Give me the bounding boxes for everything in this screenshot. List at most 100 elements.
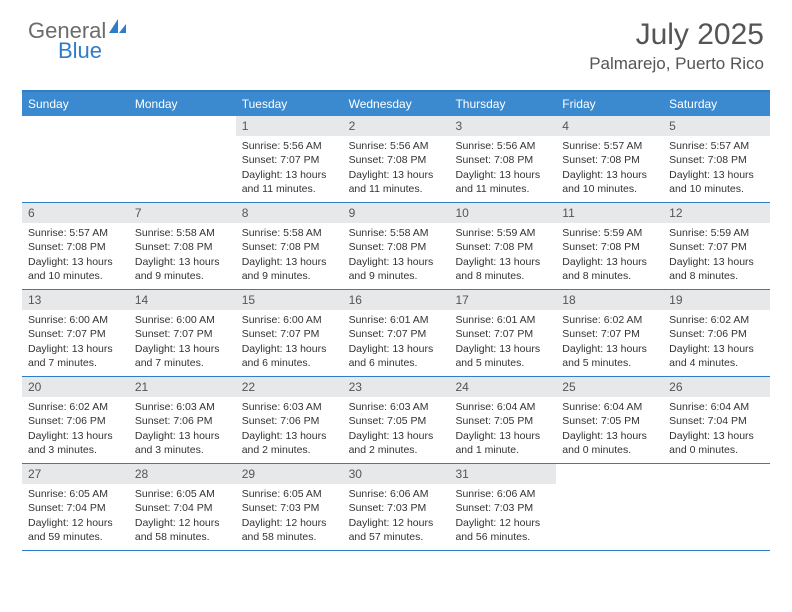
day-details: Sunrise: 5:58 AMSunset: 7:08 PMDaylight:… (236, 223, 343, 287)
sunset-line: Sunset: 7:07 PM (669, 240, 764, 254)
day-details: Sunrise: 6:02 AMSunset: 7:06 PMDaylight:… (22, 397, 129, 461)
sunset-line: Sunset: 7:03 PM (242, 501, 337, 515)
daylight-line: Daylight: 13 hours and 11 minutes. (455, 168, 550, 196)
day-details: Sunrise: 5:58 AMSunset: 7:08 PMDaylight:… (129, 223, 236, 287)
day-details: Sunrise: 5:56 AMSunset: 7:08 PMDaylight:… (343, 136, 450, 200)
day-number: 27 (22, 464, 129, 484)
day-cell: 21Sunrise: 6:03 AMSunset: 7:06 PMDayligh… (129, 377, 236, 463)
day-details: Sunrise: 6:03 AMSunset: 7:05 PMDaylight:… (343, 397, 450, 461)
sunset-line: Sunset: 7:08 PM (562, 153, 657, 167)
day-header: Monday (129, 92, 236, 116)
day-details: Sunrise: 6:04 AMSunset: 7:04 PMDaylight:… (663, 397, 770, 461)
sunrise-line: Sunrise: 5:57 AM (669, 139, 764, 153)
daylight-line: Daylight: 13 hours and 6 minutes. (242, 342, 337, 370)
daylight-line: Daylight: 13 hours and 6 minutes. (349, 342, 444, 370)
sunrise-line: Sunrise: 6:04 AM (669, 400, 764, 414)
day-details: Sunrise: 5:57 AMSunset: 7:08 PMDaylight:… (556, 136, 663, 200)
day-number: 7 (129, 203, 236, 223)
sunset-line: Sunset: 7:08 PM (455, 153, 550, 167)
sunset-line: Sunset: 7:08 PM (349, 153, 444, 167)
day-number: 12 (663, 203, 770, 223)
day-cell: 15Sunrise: 6:00 AMSunset: 7:07 PMDayligh… (236, 290, 343, 376)
sunrise-line: Sunrise: 6:06 AM (349, 487, 444, 501)
day-cell: 30Sunrise: 6:06 AMSunset: 7:03 PMDayligh… (343, 464, 450, 550)
day-number: 5 (663, 116, 770, 136)
sunset-line: Sunset: 7:03 PM (455, 501, 550, 515)
day-details: Sunrise: 6:01 AMSunset: 7:07 PMDaylight:… (343, 310, 450, 374)
day-details: Sunrise: 6:03 AMSunset: 7:06 PMDaylight:… (129, 397, 236, 461)
day-cell: 5 Sunrise: 5:57 AMSunset: 7:08 PMDaylight… (663, 116, 770, 202)
day-number: 25 (556, 377, 663, 397)
day-cell: 20Sunrise: 6:02 AMSunset: 7:06 PMDayligh… (22, 377, 129, 463)
sunrise-line: Sunrise: 5:56 AM (242, 139, 337, 153)
daylight-line: Daylight: 13 hours and 0 minutes. (669, 429, 764, 457)
header: GeneralBlue July 2025 Palmarejo, Puerto … (0, 0, 792, 82)
sunset-line: Sunset: 7:07 PM (242, 327, 337, 341)
sunrise-line: Sunrise: 6:00 AM (242, 313, 337, 327)
day-number: 29 (236, 464, 343, 484)
day-cell: 13Sunrise: 6:00 AMSunset: 7:07 PMDayligh… (22, 290, 129, 376)
day-number: 26 (663, 377, 770, 397)
day-details: Sunrise: 6:06 AMSunset: 7:03 PMDaylight:… (343, 484, 450, 548)
day-number: 20 (22, 377, 129, 397)
day-number: 14 (129, 290, 236, 310)
day-number: 15 (236, 290, 343, 310)
day-cell: 17Sunrise: 6:01 AMSunset: 7:07 PMDayligh… (449, 290, 556, 376)
logo-sail-icon (108, 18, 128, 39)
day-cell: 4Sunrise: 5:57 AMSunset: 7:08 PMDaylight… (556, 116, 663, 202)
day-number: 10 (449, 203, 556, 223)
day-details: Sunrise: 5:56 AMSunset: 7:08 PMDaylight:… (449, 136, 556, 200)
day-cell: 16Sunrise: 6:01 AMSunset: 7:07 PMDayligh… (343, 290, 450, 376)
sunrise-line: Sunrise: 6:02 AM (562, 313, 657, 327)
day-number: 19 (663, 290, 770, 310)
logo-text-blue: Blue (58, 38, 128, 64)
day-cell: 26Sunrise: 6:04 AMSunset: 7:04 PMDayligh… (663, 377, 770, 463)
day-details: Sunrise: 6:00 AMSunset: 7:07 PMDaylight:… (129, 310, 236, 374)
daylight-line: Daylight: 13 hours and 11 minutes. (242, 168, 337, 196)
daylight-line: Daylight: 13 hours and 7 minutes. (28, 342, 123, 370)
sunrise-line: Sunrise: 6:02 AM (28, 400, 123, 414)
day-cell: 27Sunrise: 6:05 AMSunset: 7:04 PMDayligh… (22, 464, 129, 550)
sunset-line: Sunset: 7:07 PM (349, 327, 444, 341)
sunrise-line: Sunrise: 6:00 AM (28, 313, 123, 327)
sunset-line: Sunset: 7:07 PM (455, 327, 550, 341)
sunset-line: Sunset: 7:08 PM (242, 240, 337, 254)
day-header: Saturday (663, 92, 770, 116)
sunset-line: Sunset: 7:06 PM (669, 327, 764, 341)
daylight-line: Daylight: 13 hours and 7 minutes. (135, 342, 230, 370)
sunset-line: Sunset: 7:08 PM (349, 240, 444, 254)
day-number: 1 (236, 116, 343, 136)
sunset-line: Sunset: 7:08 PM (669, 153, 764, 167)
logo: GeneralBlue (28, 18, 128, 64)
day-number: 9 (343, 203, 450, 223)
daylight-line: Daylight: 13 hours and 2 minutes. (349, 429, 444, 457)
sunset-line: Sunset: 7:04 PM (669, 414, 764, 428)
sunrise-line: Sunrise: 6:02 AM (669, 313, 764, 327)
day-details: Sunrise: 5:59 AMSunset: 7:08 PMDaylight:… (556, 223, 663, 287)
day-header: Friday (556, 92, 663, 116)
day-cell: 2Sunrise: 5:56 AMSunset: 7:08 PMDaylight… (343, 116, 450, 202)
day-number: 23 (343, 377, 450, 397)
sunrise-line: Sunrise: 6:05 AM (242, 487, 337, 501)
sunset-line: Sunset: 7:08 PM (28, 240, 123, 254)
daylight-line: Daylight: 13 hours and 4 minutes. (669, 342, 764, 370)
day-details: Sunrise: 6:00 AMSunset: 7:07 PMDaylight:… (236, 310, 343, 374)
sunrise-line: Sunrise: 5:59 AM (669, 226, 764, 240)
sunset-line: Sunset: 7:08 PM (135, 240, 230, 254)
sunrise-line: Sunrise: 6:01 AM (455, 313, 550, 327)
sunrise-line: Sunrise: 6:00 AM (135, 313, 230, 327)
day-header: Wednesday (343, 92, 450, 116)
daylight-line: Daylight: 13 hours and 2 minutes. (242, 429, 337, 457)
day-details: Sunrise: 6:00 AMSunset: 7:07 PMDaylight:… (22, 310, 129, 374)
day-details: Sunrise: 5:59 AMSunset: 7:07 PMDaylight:… (663, 223, 770, 287)
month-title: July 2025 (589, 18, 764, 52)
daylight-line: Daylight: 13 hours and 10 minutes. (669, 168, 764, 196)
day-number: 21 (129, 377, 236, 397)
day-details: Sunrise: 6:02 AMSunset: 7:06 PMDaylight:… (663, 310, 770, 374)
daylight-line: Daylight: 13 hours and 10 minutes. (562, 168, 657, 196)
day-cell: 8Sunrise: 5:58 AMSunset: 7:08 PMDaylight… (236, 203, 343, 289)
day-number: 24 (449, 377, 556, 397)
sunrise-line: Sunrise: 5:58 AM (242, 226, 337, 240)
daylight-line: Daylight: 12 hours and 58 minutes. (135, 516, 230, 544)
day-number: 30 (343, 464, 450, 484)
